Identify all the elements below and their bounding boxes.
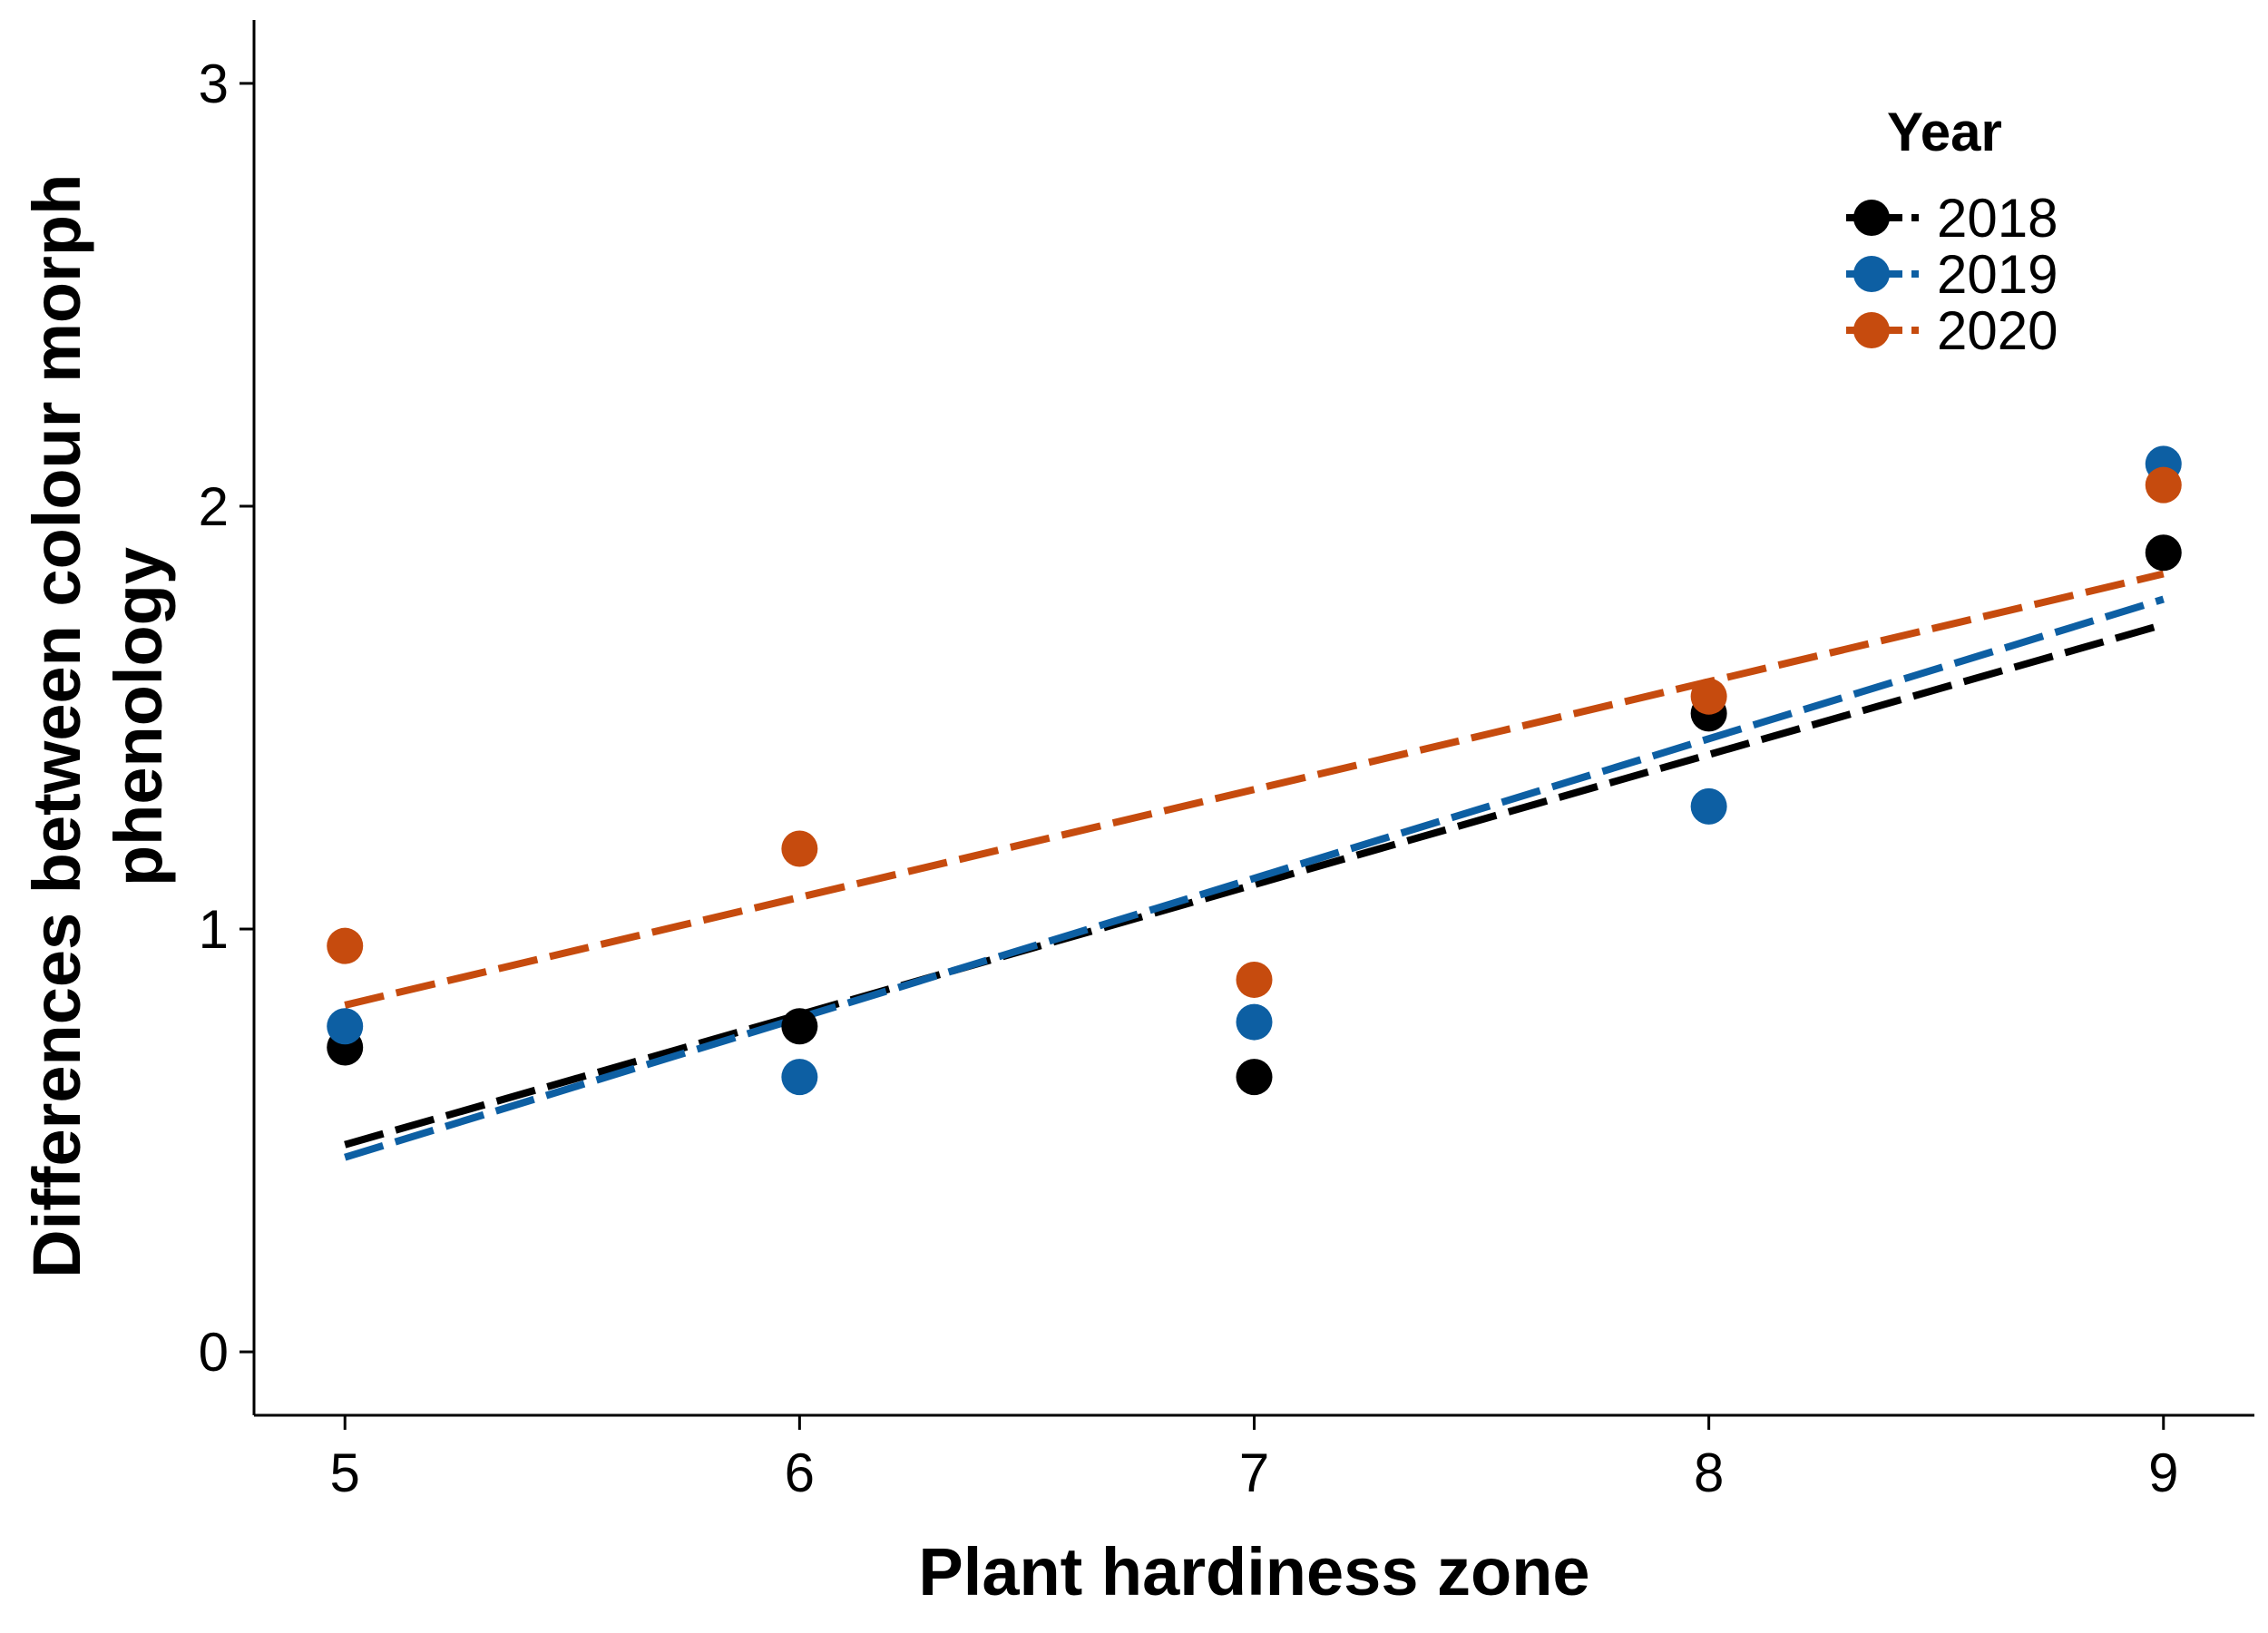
y-tick-label: 1 [199,899,229,960]
data-point-2020 [327,927,364,964]
data-point-2018 [2145,534,2182,572]
legend-marker-2019 [1853,256,1890,292]
data-point-2019 [1236,1003,1273,1041]
data-point-2018 [1236,1059,1273,1096]
data-points [327,445,2182,1096]
legend-marker-2018 [1853,200,1890,236]
y-tick-label: 0 [199,1322,229,1383]
y-axis-title-line-1: Differences between colour morph [19,174,94,1278]
y-tick-label: 3 [199,54,229,114]
x-axis-ticks: 5 6 7 8 9 [330,1415,2178,1503]
x-tick-label: 7 [1239,1442,1269,1503]
data-point-2020 [781,830,818,867]
y-tick-label: 2 [199,476,229,537]
legend-marker-2020 [1853,312,1890,348]
y-axis-title: Differences between colour morph phenolo… [19,155,176,1278]
x-axis-title: Plant hardiness zone [918,1534,1589,1609]
x-tick-label: 8 [1694,1442,1724,1503]
data-point-2020 [1236,961,1273,998]
data-point-2019 [1690,787,1727,825]
data-point-2020 [1690,678,1727,715]
y-axis-ticks: 0 1 2 3 [199,54,254,1383]
legend-label-2019: 2019 [1937,244,2058,305]
data-point-2019 [327,1008,364,1045]
legend-label-2020: 2020 [1937,300,2058,361]
trend-line-2019 [344,595,2165,1161]
trend-lines [344,570,2165,1161]
legend-title: Year [1887,102,2002,162]
x-tick-label: 5 [330,1442,360,1503]
legend-label-2018: 2018 [1937,188,2058,249]
x-tick-label: 9 [2148,1442,2178,1503]
data-point-2019 [781,1059,818,1096]
y-axis-title-line-2: phenology [101,547,176,886]
trend-line-2020 [344,570,2165,1009]
x-tick-label: 6 [785,1442,815,1503]
data-point-2020 [2145,466,2182,504]
data-point-2018 [781,1008,818,1045]
